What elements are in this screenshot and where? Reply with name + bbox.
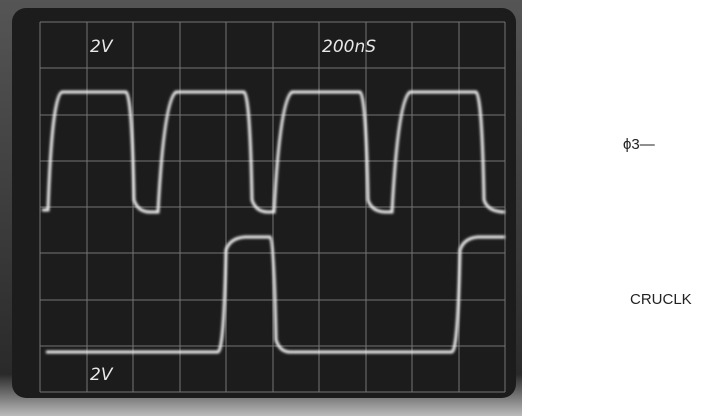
traces bbox=[42, 90, 506, 354]
cruclk-trace bbox=[46, 235, 505, 354]
phi3-trace bbox=[42, 90, 506, 214]
signal-label: ϕ3— bbox=[623, 136, 655, 153]
ch2-scale: 2V bbox=[90, 365, 114, 385]
timebase: 200nS bbox=[322, 37, 376, 57]
ch1-scale: 2V bbox=[90, 37, 114, 57]
signal-label: CRUCLK bbox=[630, 291, 692, 308]
graticule bbox=[39, 21, 506, 393]
oscilloscope-photo: 2V 200nS 2V bbox=[0, 0, 522, 416]
screen bbox=[12, 8, 516, 398]
